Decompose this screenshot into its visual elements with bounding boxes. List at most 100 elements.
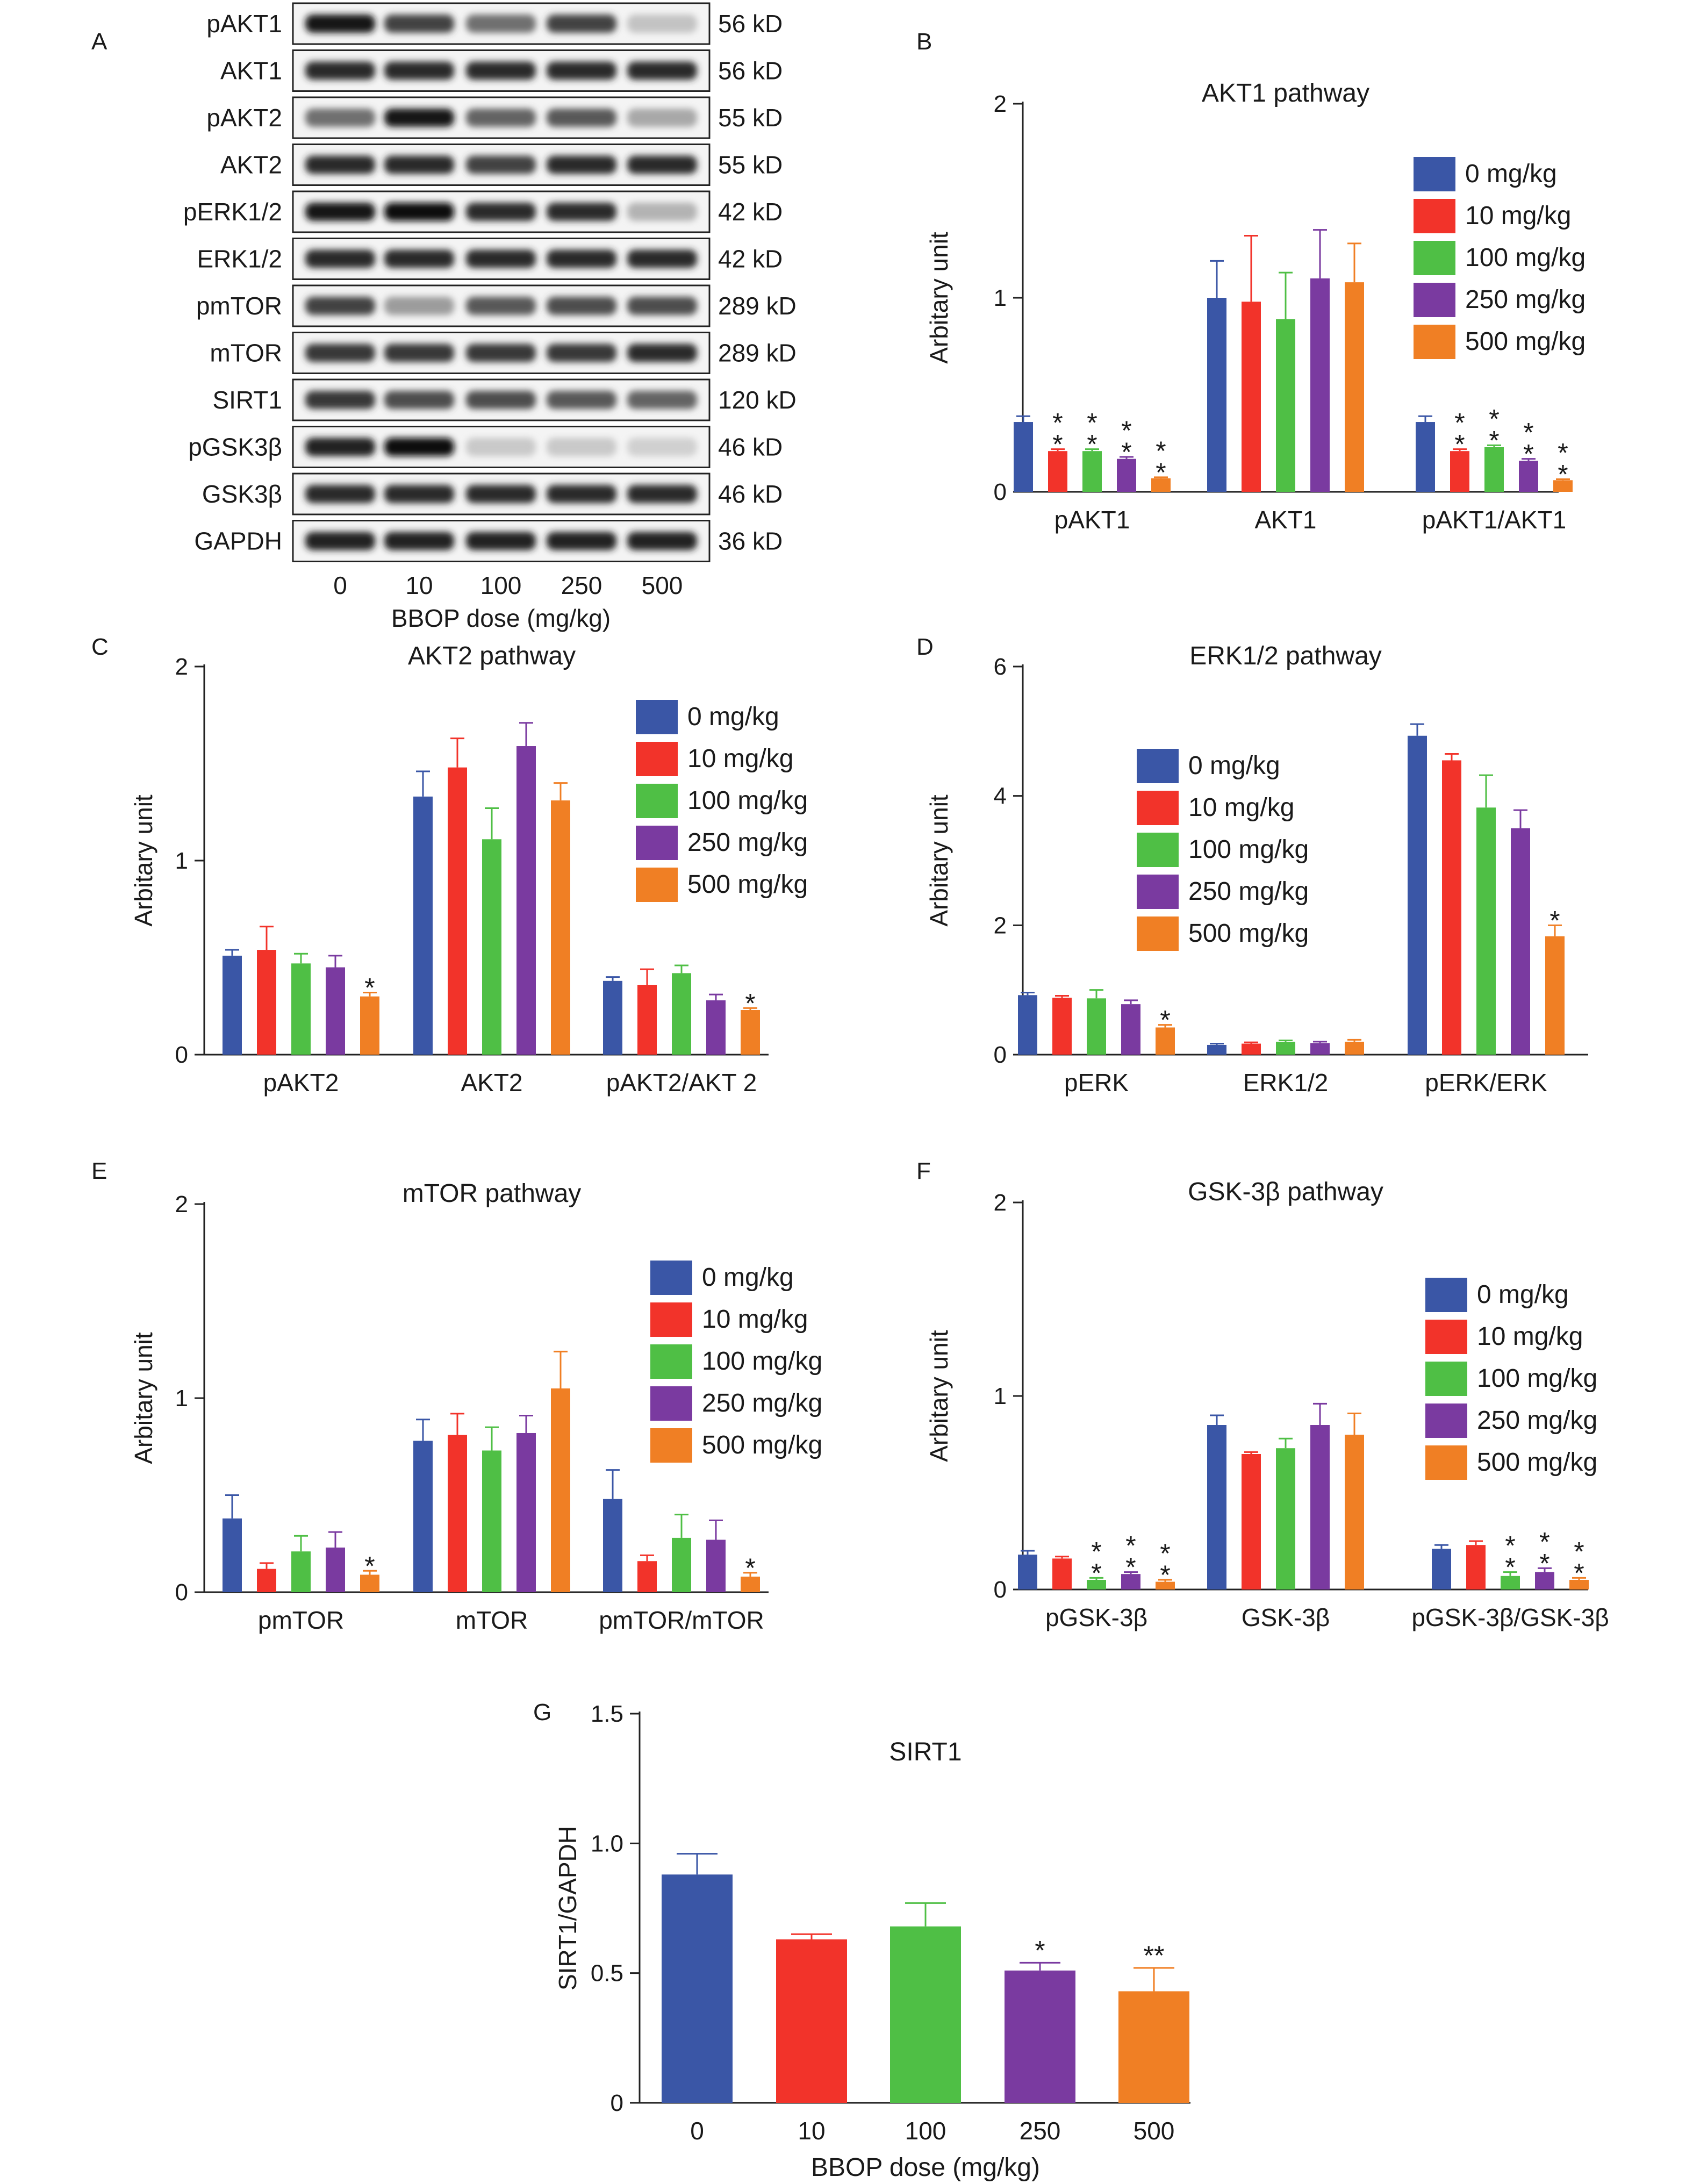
legend-swatch (650, 1302, 692, 1337)
blot-row-label: pAKT1 (206, 10, 282, 38)
legend-swatch (1414, 199, 1455, 233)
significance-star: * (1121, 437, 1131, 467)
blot-band (305, 532, 375, 550)
blot-size-label: 42 kD (718, 198, 783, 226)
x-category-label: GSK-3β (1242, 1603, 1330, 1631)
legend-label: 0 mg/kg (702, 1263, 794, 1292)
significance-star: * (1558, 438, 1568, 468)
blot-band (466, 155, 536, 174)
bar (1484, 447, 1504, 492)
blot-band (466, 438, 536, 456)
y-tick-label: 0 (994, 1042, 1007, 1068)
bar (482, 839, 501, 1055)
legend-label: 0 mg/kg (1465, 160, 1557, 188)
blot-band (627, 532, 697, 550)
y-tick-label: 0 (994, 1577, 1007, 1603)
panel-letter-g: G (533, 1699, 551, 1725)
significance-star: * (364, 972, 375, 1003)
blot-band (547, 61, 616, 80)
blot-band (466, 61, 536, 80)
blot-band (305, 485, 375, 503)
panel-letter-d: D (916, 634, 934, 660)
significance-star: * (1156, 436, 1166, 466)
legend-label: 250 mg/kg (1477, 1406, 1597, 1435)
blot-band (547, 343, 616, 362)
significance-star: * (1505, 1531, 1515, 1561)
bar (1207, 1044, 1226, 1055)
significance-star: * (1121, 416, 1131, 446)
legend-swatch (636, 700, 678, 734)
significance-star: * (1489, 425, 1499, 455)
legend-label: 10 mg/kg (1477, 1322, 1583, 1351)
bar (1276, 1448, 1295, 1589)
significance-star: * (745, 1553, 755, 1583)
legend-label: 10 mg/kg (1465, 202, 1571, 230)
blot-band (627, 391, 697, 409)
significance-star: * (1052, 408, 1063, 438)
y-tick-label: 2 (994, 1190, 1007, 1216)
blot-band (384, 297, 454, 315)
blot-row-label: GAPDH (194, 527, 282, 555)
blot-band (627, 438, 697, 456)
bar (741, 1577, 760, 1592)
panel-letter-c: C (91, 634, 109, 660)
legend-swatch (1414, 157, 1455, 191)
legend-swatch (1425, 1404, 1467, 1438)
bar (1087, 1580, 1106, 1589)
blot-size-label: 56 kD (718, 10, 783, 38)
blot-band (466, 109, 536, 127)
bar (1151, 478, 1171, 492)
y-tick-label: 1.5 (591, 1701, 623, 1727)
bar (1416, 422, 1435, 492)
legend-label: 10 mg/kg (702, 1305, 808, 1334)
bar (672, 1537, 691, 1592)
bar (1005, 1970, 1075, 2103)
blot-band (305, 391, 375, 409)
blot-band (384, 343, 454, 362)
chart-title: AKT2 pathway (408, 642, 576, 670)
blot-band (547, 485, 616, 503)
bar (1048, 451, 1067, 492)
blot-band (627, 61, 697, 80)
bar (1569, 1580, 1589, 1589)
bar (360, 996, 379, 1055)
significance-star: * (1156, 457, 1166, 488)
bar (1052, 998, 1072, 1055)
bar (413, 1441, 433, 1592)
legend-label: 250 mg/kg (687, 828, 808, 857)
y-tick-label: 0 (175, 1042, 188, 1068)
bar (1442, 760, 1461, 1055)
significance-star: * (1125, 1531, 1136, 1561)
significance-star: * (1574, 1558, 1584, 1588)
bar (1408, 735, 1427, 1055)
bar (1014, 422, 1033, 492)
bar (603, 980, 622, 1055)
blot-row-label: pAKT2 (206, 104, 282, 132)
significance-star: * (1489, 404, 1499, 434)
y-axis-label: Arbitary unit (925, 794, 953, 927)
blot-lane-label: 100 (480, 571, 522, 599)
blot-band (627, 485, 697, 503)
legend-swatch (1137, 916, 1179, 951)
bar (741, 1009, 760, 1055)
significance-star: * (1160, 1538, 1170, 1569)
significance-star: * (1052, 429, 1063, 460)
blot-band (627, 15, 697, 33)
blot-row-label: SIRT1 (212, 386, 282, 414)
blot-band (466, 391, 536, 409)
bar (637, 985, 657, 1055)
blot-band (305, 61, 375, 80)
legend-label: 100 mg/kg (1188, 835, 1309, 864)
bar (1242, 1454, 1261, 1589)
y-tick-label: 2 (175, 1191, 188, 1218)
legend-label: 500 mg/kg (1465, 327, 1586, 356)
blot-row-label: ERK1/2 (197, 245, 282, 273)
blot-size-label: 289 kD (718, 292, 797, 320)
significance-star: * (1087, 429, 1097, 460)
blot-band (305, 155, 375, 174)
bar (1052, 1558, 1072, 1589)
blot-size-label: 289 kD (718, 339, 797, 367)
blot-size-label: 46 kD (718, 480, 783, 508)
blot-band (627, 249, 697, 268)
